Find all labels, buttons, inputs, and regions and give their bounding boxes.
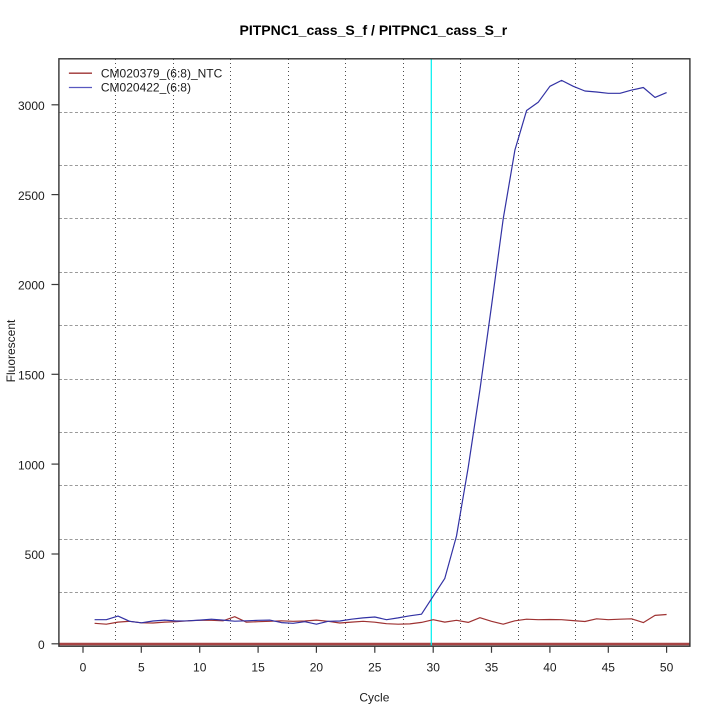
- svg-text:2500: 2500: [18, 189, 45, 203]
- svg-text:5: 5: [138, 661, 145, 675]
- svg-text:Cycle: Cycle: [359, 691, 389, 705]
- svg-text:500: 500: [25, 548, 45, 562]
- svg-text:45: 45: [602, 661, 616, 675]
- svg-text:1500: 1500: [18, 369, 45, 383]
- svg-text:Fluorescent: Fluorescent: [4, 319, 18, 382]
- svg-text:25: 25: [368, 661, 382, 675]
- svg-text:3000: 3000: [18, 99, 45, 113]
- svg-text:CM020379_(6:8)_NTC: CM020379_(6:8)_NTC: [101, 66, 223, 80]
- svg-text:15: 15: [251, 661, 265, 675]
- svg-text:40: 40: [543, 661, 557, 675]
- svg-text:2000: 2000: [18, 279, 45, 293]
- svg-text:1000: 1000: [18, 458, 45, 472]
- svg-text:30: 30: [427, 661, 441, 675]
- svg-text:PITPNC1_cass_S_f / PITPNC1_cas: PITPNC1_cass_S_f / PITPNC1_cass_S_r: [240, 22, 508, 38]
- svg-text:0: 0: [80, 661, 87, 675]
- svg-text:0: 0: [38, 638, 45, 652]
- svg-text:50: 50: [660, 661, 674, 675]
- svg-text:CM020422_(6:8): CM020422_(6:8): [101, 81, 191, 95]
- svg-text:20: 20: [310, 661, 324, 675]
- svg-text:35: 35: [485, 661, 499, 675]
- svg-text:10: 10: [193, 661, 207, 675]
